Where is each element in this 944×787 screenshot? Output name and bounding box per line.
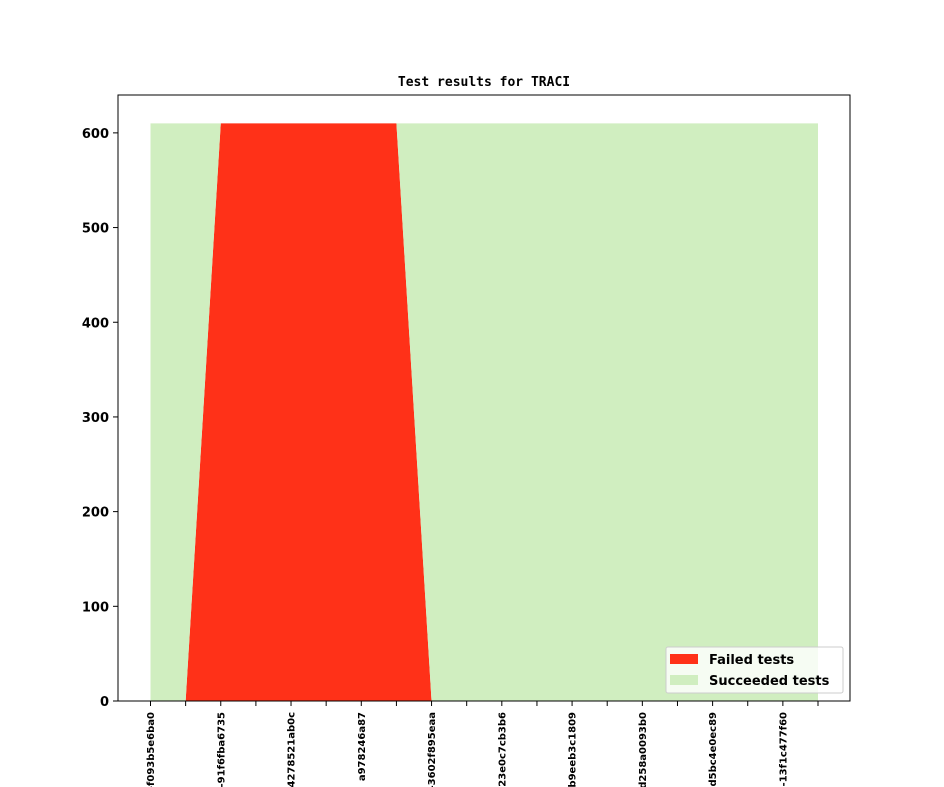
- legend-swatch-failed: [670, 654, 698, 664]
- legend-label-succeeded: Succeeded tests: [709, 674, 830, 689]
- chart-title: Test results for TRACI: [398, 75, 570, 90]
- x-tick-label: d258a0093b0: [638, 712, 649, 787]
- y-axis: 0 100 200 300 400 500 600: [82, 127, 118, 710]
- legend-swatch-succeeded: [670, 675, 698, 685]
- x-tick-label: -f093b5e6ba0: [146, 712, 157, 787]
- x-axis: -f093b5e6ba0 -91f6fba6735 4278521ab0c a9782…: [146, 701, 819, 787]
- y-tick-label: 400: [82, 316, 109, 331]
- plot-frame: [117, 94, 851, 702]
- x-tick-label: -d5bc4e0ec89: [708, 712, 719, 787]
- area-series-0: [150, 123, 818, 701]
- x-tick-label: -13f1c477f60: [778, 712, 789, 786]
- x-tick-label: 23e0c7cb3b6: [497, 712, 508, 787]
- y-tick-label: 0: [100, 695, 109, 710]
- x-tick-label: -3602f895eaa: [427, 712, 438, 787]
- y-tick-label: 200: [82, 506, 109, 521]
- plot-areas: [150, 123, 818, 701]
- area-series-1: [150, 123, 818, 701]
- x-tick-label: 4278521ab0c: [287, 712, 298, 787]
- y-tick-label: 600: [82, 127, 109, 142]
- legend-label-failed: Failed tests: [709, 653, 794, 668]
- x-tick-label: a978246a87: [357, 712, 368, 781]
- legend-box: [665, 646, 844, 694]
- x-tick-label: b9eeb3c1809: [568, 712, 579, 787]
- y-tick-label: 300: [82, 411, 109, 426]
- legend: Failed tests Succeeded tests: [665, 646, 844, 694]
- y-tick-label: 500: [82, 222, 109, 237]
- y-tick-label: 100: [82, 600, 109, 615]
- x-tick-label: -91f6fba6735: [216, 712, 227, 787]
